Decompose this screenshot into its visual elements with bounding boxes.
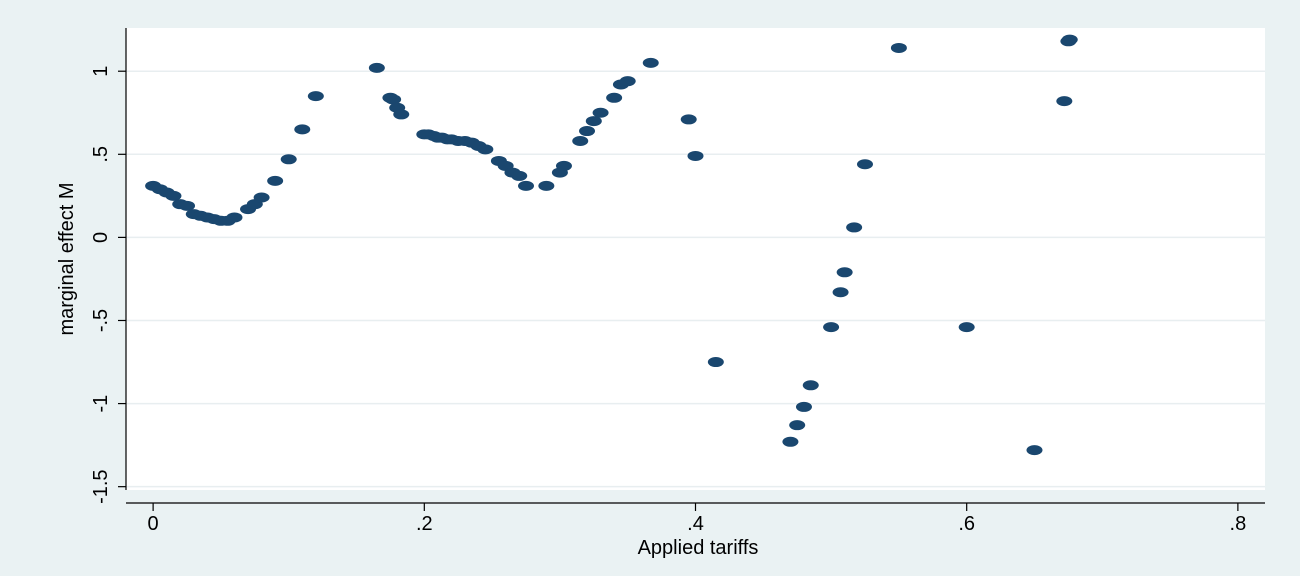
x-axis-title: Applied tariffs <box>638 537 759 559</box>
data-point <box>592 107 609 118</box>
y-tick-label: 0 <box>90 232 112 243</box>
data-point <box>958 322 975 333</box>
data-point <box>846 222 863 233</box>
data-point <box>795 401 812 412</box>
x-tick-label: .4 <box>687 513 704 535</box>
axis-ticks: -1.5 -1 -.5 0 .5 1 0 .2 .4 .6 .8 <box>90 66 1246 535</box>
data-point <box>642 57 659 68</box>
data-point <box>782 436 799 447</box>
data-point <box>555 160 572 171</box>
x-tick-label: .6 <box>958 513 975 535</box>
data-point <box>823 322 840 333</box>
data-point <box>226 212 243 223</box>
data-point <box>253 192 270 203</box>
data-point <box>619 76 636 87</box>
data-point <box>538 180 555 191</box>
data-point <box>1026 445 1043 456</box>
data-point <box>802 380 819 391</box>
y-tick-label: -1 <box>90 395 112 413</box>
data-point <box>856 159 873 170</box>
x-tick-label: .2 <box>416 513 433 535</box>
y-axis-title: marginal effect M <box>56 182 78 335</box>
data-point <box>606 92 623 103</box>
data-point <box>385 94 402 105</box>
data-point <box>836 267 853 278</box>
y-tick-label: -.5 <box>90 309 112 332</box>
data-point <box>572 136 589 147</box>
x-tick-label: 0 <box>148 513 159 535</box>
data-point <box>280 154 297 165</box>
data-point <box>368 62 385 73</box>
data-point <box>832 287 849 298</box>
grid-lines <box>126 70 1265 488</box>
data-point <box>1056 96 1073 107</box>
data-point <box>267 175 284 186</box>
data-point <box>518 180 535 191</box>
data-point <box>687 150 704 161</box>
y-tick-label: 1 <box>90 66 112 77</box>
data-point <box>579 126 596 137</box>
data-point <box>307 91 324 102</box>
data-point <box>179 200 196 211</box>
data-point <box>165 190 182 201</box>
data-point <box>585 116 602 127</box>
data-point <box>680 114 697 125</box>
data-points <box>145 34 1078 456</box>
data-point <box>393 109 410 120</box>
plot-area <box>126 28 1265 490</box>
data-point <box>707 357 724 368</box>
data-point <box>477 144 494 155</box>
data-point <box>789 420 806 431</box>
data-point <box>294 124 311 135</box>
data-point <box>890 42 907 53</box>
data-point <box>1061 34 1078 45</box>
y-tick-label: -1.5 <box>90 469 112 503</box>
x-tick-label: .8 <box>1230 513 1247 535</box>
y-tick-label: .5 <box>90 146 112 163</box>
data-point <box>511 170 528 181</box>
